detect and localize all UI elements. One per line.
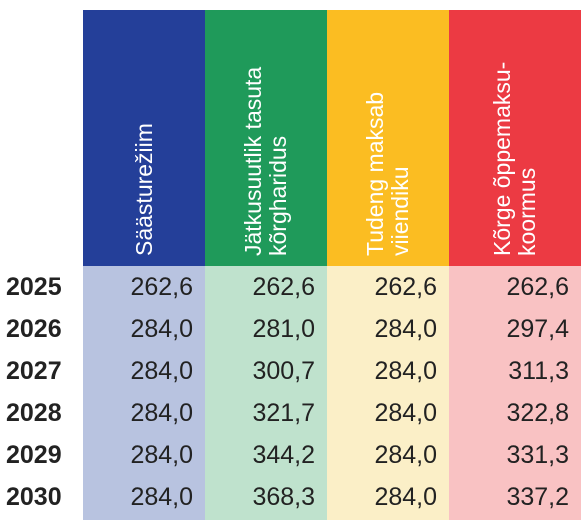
header-line: Kõrge õppemaksu- [489,61,515,256]
value-cell: 300,7 [252,357,315,385]
value-cell: 262,6 [374,273,437,301]
year-label: 2027 [6,357,62,385]
value-cell: 284,0 [374,483,437,511]
year-label: 2030 [6,483,62,511]
column-header: Kõrge õppemaksu-koormus [449,10,581,266]
value-cell: 284,0 [130,399,193,427]
value-cell: 322,8 [506,399,569,427]
column-header: Tudeng maksab viiendiku [327,10,449,266]
column-body [327,266,449,520]
value-cell: 262,6 [130,273,193,301]
value-cell: 337,2 [506,483,569,511]
header-line: kõrgharidus [265,135,291,256]
column-body [449,266,581,520]
year-label: 2026 [6,315,62,343]
column-header: Säästurežiim [83,10,205,266]
column-header: Jätkusuutlik tasuta kõrgharidus [205,10,327,266]
value-cell: 321,7 [252,399,315,427]
value-cell: 284,0 [130,315,193,343]
value-cell: 331,3 [506,441,569,469]
value-cell: 284,0 [130,441,193,469]
header-line: viiendiku [387,166,413,257]
value-cell: 311,3 [508,357,569,385]
value-cell: 368,3 [252,483,315,511]
year-label: 2028 [6,399,62,427]
column-body [205,266,327,520]
column-body [83,266,205,520]
value-cell: 284,0 [374,399,437,427]
year-label: 2025 [6,273,62,301]
column-header-label: Kõrge õppemaksu-koormus [449,10,581,266]
value-cell: 344,2 [252,441,315,469]
value-cell: 297,4 [506,315,569,343]
value-cell: 281,0 [252,315,315,343]
header-line: koormus [514,167,540,256]
column-header-label: Jätkusuutlik tasuta kõrgharidus [205,10,327,266]
value-cell: 284,0 [130,357,193,385]
column-header-label: Säästurežiim [83,10,205,266]
header-line: Tudeng maksab [362,91,388,256]
value-cell: 284,0 [374,441,437,469]
value-cell: 284,0 [374,315,437,343]
year-label: 2029 [6,441,62,469]
header-line: Säästurežiim [131,123,157,256]
header-line: Jätkusuutlik tasuta [240,66,266,256]
column-header-label: Tudeng maksab viiendiku [327,10,449,266]
value-cell: 284,0 [374,357,437,385]
value-cell: 262,6 [506,273,569,301]
value-cell: 284,0 [130,483,193,511]
value-cell: 262,6 [252,273,315,301]
